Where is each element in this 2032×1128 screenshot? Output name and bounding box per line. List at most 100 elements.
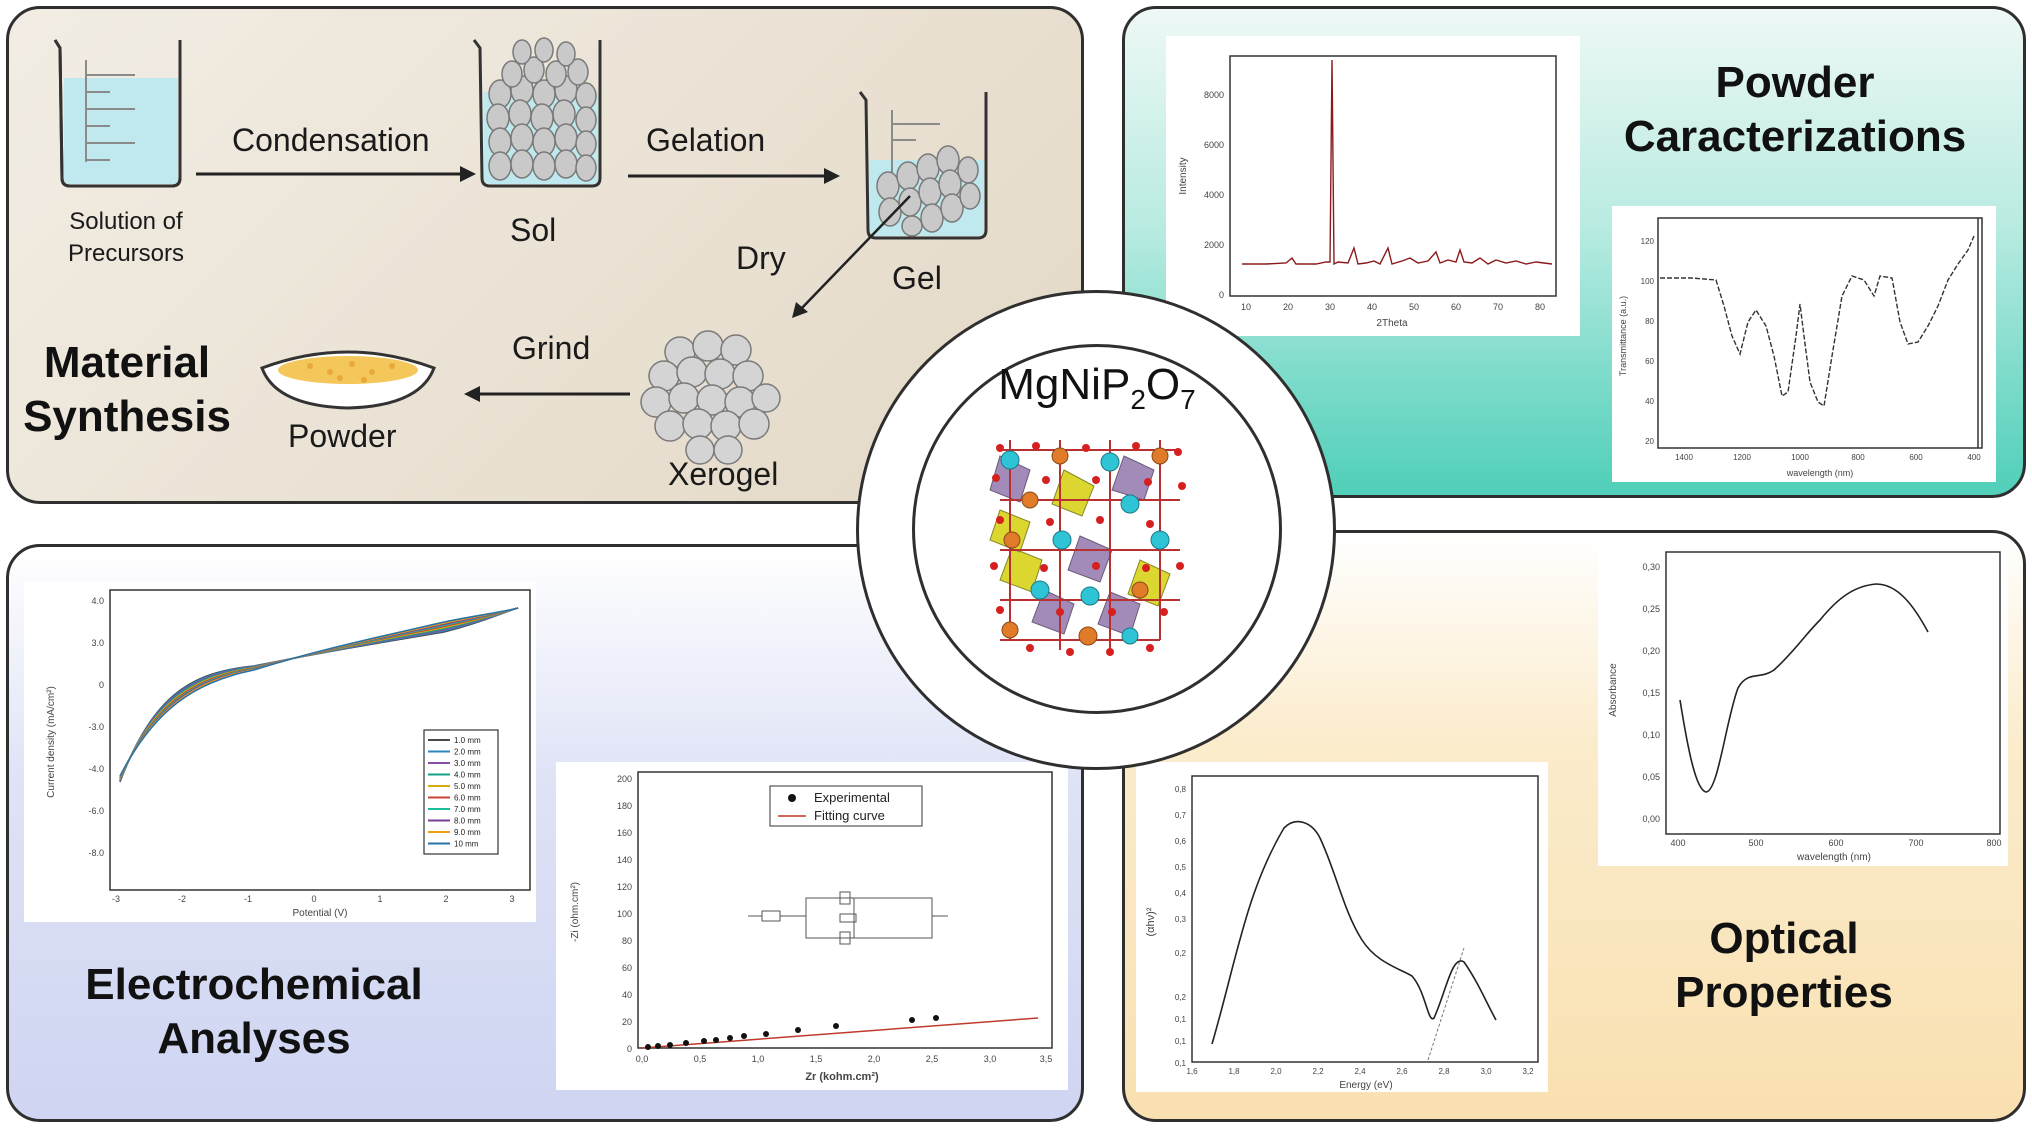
eis-ytick: 200 <box>617 774 632 784</box>
abs-xtick: 700 <box>1908 838 1923 848</box>
eis-ytick: 180 <box>617 801 632 811</box>
eis-plot: 0 20 40 60 80 100 120 140 160 180 200 0,… <box>556 762 1068 1090</box>
solution-of-precursors-label: Solution of Precursors <box>40 206 212 270</box>
eis-ytick: 160 <box>617 828 632 838</box>
tauc-ytick: 0,5 <box>1175 863 1187 872</box>
electrochemical-heading-line1: Electrochemical <box>85 960 423 1009</box>
cv-legend-label: 5.0 mm <box>454 782 481 791</box>
abs-xtick: 500 <box>1748 838 1763 848</box>
abs-ytick: 0,05 <box>1642 772 1660 782</box>
tauc-yticks: 0,1 0,1 0,1 0,2 0,2 0,3 0,4 0,5 0,6 0,7 … <box>1175 785 1187 1068</box>
ftir-yticks: 20 40 60 80 100 120 <box>1641 237 1655 446</box>
tauc-svg: 0,1 0,1 0,1 0,2 0,2 0,3 0,4 0,5 0,6 0,7 … <box>1145 775 1539 1091</box>
abs-ytick: 0,00 <box>1642 814 1660 824</box>
eis-ytick: 0 <box>627 1044 632 1054</box>
eis-point <box>713 1037 719 1043</box>
cv-xtick: -3 <box>112 894 120 904</box>
ftir-ytick: 60 <box>1645 357 1654 366</box>
abs-ytick: 0,20 <box>1642 646 1660 656</box>
tauc-tangent <box>1427 947 1465 1061</box>
xrd-xtick: 80 <box>1535 302 1545 312</box>
absorbance-curve <box>1679 583 1929 793</box>
tauc-ytick: 0,1 <box>1175 1059 1187 1068</box>
cv-legend-label: 9.0 mm <box>454 828 481 837</box>
xrd-ytick: 0 <box>1219 290 1224 300</box>
cv-xtick: 2 <box>443 894 448 904</box>
eis-xticks: 0,0 0,5 1,0 1,5 2,0 2,5 3,0 3,5 <box>636 1054 1053 1064</box>
material-synthesis-heading-line1: Material <box>43 338 211 387</box>
cv-legend-box <box>423 729 499 855</box>
tauc-xtick: 1,8 <box>1228 1067 1240 1076</box>
ftir-svg: 20 40 60 80 100 120 1400 1200 1000 800 6… <box>1618 217 1983 478</box>
equivalent-circuit-icon <box>748 891 948 945</box>
absorbance-svg: 0,00 0,05 0,10 0,15 0,20 0,25 0,30 400 5… <box>1608 551 2002 863</box>
eis-xtick: 3,5 <box>1040 1054 1053 1064</box>
material-synthesis-heading: Material Synthesis <box>14 336 240 444</box>
eis-point <box>667 1042 673 1048</box>
tauc-xtick: 2,8 <box>1438 1067 1450 1076</box>
eis-legend-box <box>769 785 923 827</box>
powder-heading-line2: Caracterizations <box>1623 112 1967 161</box>
eis-point <box>655 1043 661 1049</box>
xrd-plot: 0 2000 4000 6000 8000 10 20 30 40 50 60 … <box>1166 36 1580 336</box>
cv-legend: 1.0 mm 2.0 mm 3.0 mm 4.0 mm 5.0 mm 6.0 mm 7.0 … <box>428 736 481 849</box>
ftir-ylabel: Transmittance (a.u.) <box>1618 296 1628 376</box>
optical-heading-line2: Properties <box>1675 968 1893 1017</box>
solution-line1: Solution of <box>69 208 183 235</box>
tauc-ytick: 0,7 <box>1175 811 1187 820</box>
abs-xtick: 600 <box>1828 838 1843 848</box>
cv-ytick: 3.0 <box>91 638 104 648</box>
tauc-ytick: 0,8 <box>1175 785 1187 794</box>
eis-ylabel: -Zi (ohm.cm²) <box>570 882 581 942</box>
eis-ytick: 120 <box>617 882 632 892</box>
tauc-ytick: 0,1 <box>1175 1037 1187 1046</box>
ftir-ytick: 20 <box>1645 437 1654 446</box>
xrd-ylabel: Intensity <box>1178 157 1189 194</box>
absorbance-plot: 0,00 0,05 0,10 0,15 0,20 0,25 0,30 400 5… <box>1598 540 2008 866</box>
eis-point <box>645 1044 651 1050</box>
abs-ytick: 0,10 <box>1642 730 1660 740</box>
eis-legend-marker <box>788 794 796 802</box>
cv-xlabel: Potential (V) <box>292 908 347 919</box>
tauc-xtick: 3,0 <box>1480 1067 1492 1076</box>
ftir-xticks: 1400 1200 1000 800 600 400 <box>1675 453 1981 462</box>
eis-xtick: 1,0 <box>752 1054 765 1064</box>
xrd-xtick: 10 <box>1241 302 1251 312</box>
abs-xticks: 400 500 600 700 800 <box>1670 838 2001 848</box>
abs-ytick: 0,30 <box>1642 562 1660 572</box>
xrd-xtick: 70 <box>1493 302 1503 312</box>
tauc-xtick: 2,4 <box>1354 1067 1366 1076</box>
cv-xtick: -2 <box>178 894 186 904</box>
tauc-ytick: 0,1 <box>1175 1015 1187 1024</box>
xrd-ytick: 6000 <box>1204 140 1224 150</box>
eis-svg: 0 20 40 60 80 100 120 140 160 180 200 0,… <box>570 771 1053 1083</box>
tauc-ytick: 0,2 <box>1175 949 1187 958</box>
xrd-xticks: 10 20 30 40 50 60 70 80 <box>1241 302 1545 312</box>
cv-xtick: -1 <box>244 894 252 904</box>
solution-line2: Precursors <box>67 240 185 267</box>
eis-point <box>727 1035 733 1041</box>
tauc-xtick: 2,0 <box>1270 1067 1282 1076</box>
cv-xticks: -3 -2 -1 0 1 2 3 <box>112 894 515 904</box>
abs-xlabel: wavelength (nm) <box>1796 852 1871 863</box>
ftir-ytick: 80 <box>1645 317 1654 326</box>
eis-point <box>795 1027 801 1033</box>
eis-ytick: 20 <box>622 1017 632 1027</box>
xrd-xtick: 30 <box>1325 302 1335 312</box>
electrochemical-heading: Electrochemical Analyses <box>66 958 442 1066</box>
eis-ytick: 60 <box>622 963 632 973</box>
powder-heading-line1: Powder <box>1715 58 1875 107</box>
tauc-plot: 0,1 0,1 0,1 0,2 0,2 0,3 0,4 0,5 0,6 0,7 … <box>1136 762 1548 1092</box>
eis-points <box>645 1015 939 1050</box>
cv-svg: 4.0 3.0 0 -3.0 -4.0 -6.0 -8.0 -3 -2 -1 0… <box>46 589 531 919</box>
eis-point <box>909 1017 915 1023</box>
ftir-xtick: 1200 <box>1733 453 1751 462</box>
cv-ytick: -4.0 <box>88 764 104 774</box>
cv-yticks: 4.0 3.0 0 -3.0 -4.0 -6.0 -8.0 <box>88 596 104 858</box>
abs-ylabel: Absorbance <box>1608 663 1619 717</box>
tauc-xlabel: Energy (eV) <box>1339 1080 1392 1091</box>
xrd-svg: 0 2000 4000 6000 8000 10 20 30 40 50 60 … <box>1178 55 1557 329</box>
material-synthesis-heading-line2: Synthesis <box>23 392 231 441</box>
ftir-xtick: 600 <box>1909 453 1923 462</box>
cv-ytick: -6.0 <box>88 806 104 816</box>
